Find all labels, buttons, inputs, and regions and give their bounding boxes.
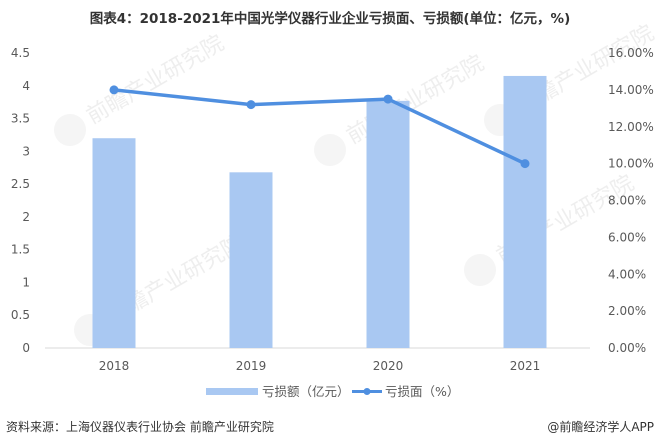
legend-line-label: 亏损面（%）	[385, 384, 459, 399]
left-axis-tick: 0	[22, 341, 30, 355]
right-axis-tick: 0.00%	[608, 341, 646, 355]
credit-note: @前瞻经济学人APP	[547, 420, 654, 434]
line-series	[109, 85, 530, 169]
left-axis-tick: 4.5	[11, 46, 30, 60]
svg-text:前瞻产业研究院: 前瞻产业研究院	[83, 31, 229, 130]
right-axis-tick: 6.00%	[608, 230, 646, 244]
x-axis-tick: 2020	[373, 359, 404, 373]
right-axis-tick: 12.00%	[608, 120, 654, 134]
bar	[92, 138, 136, 348]
right-axis-tick: 2.00%	[608, 304, 646, 318]
right-axis-tick: 10.00%	[608, 157, 654, 171]
bar	[503, 75, 547, 348]
line-marker	[383, 94, 393, 104]
legend-bar-swatch	[206, 388, 258, 395]
left-axis-tick: 1	[22, 275, 30, 289]
bar	[366, 100, 410, 348]
right-axis-tick: 14.00%	[608, 83, 654, 97]
legend-bar-label: 亏损额（亿元）	[262, 384, 350, 399]
x-axis-tick: 2018	[99, 359, 130, 373]
bar	[229, 172, 273, 348]
x-axis-tick: 2021	[510, 359, 541, 373]
legend: 亏损额（亿元） 亏损面（%）	[206, 384, 459, 399]
x-axis-tick: 2019	[236, 359, 267, 373]
left-axis-tick: 0.5	[11, 308, 30, 322]
line-path	[113, 88, 526, 166]
legend-line-marker	[363, 388, 371, 395]
line-marker	[109, 85, 119, 95]
right-axis-tick: 8.00%	[608, 194, 646, 208]
right-axis: 0.00% 2.00% 4.00% 6.00% 8.00% 10.00% 12.00% 14.…	[608, 46, 654, 355]
left-axis: 0 0.5 1 1.5 2 2.5 3 3.5 4 4.5	[11, 46, 30, 355]
bar-series	[92, 75, 547, 348]
chart-title: 图表4：2018-2021年中国光学仪器行业企业亏损面、亏损额(单位：亿元，%)	[89, 11, 571, 27]
left-axis-tick: 4	[22, 79, 30, 93]
left-axis-tick: 3.5	[11, 112, 30, 126]
left-axis-tick: 2	[22, 210, 30, 224]
watermark: 前瞻产业研究院	[54, 31, 229, 146]
x-axis-labels: 2018 2019 2020 2021	[99, 359, 541, 373]
right-axis-tick: 4.00%	[608, 267, 646, 281]
source-note: 资料来源：上海仪器仪表行业协会 前瞻产业研究院	[6, 420, 274, 434]
line-marker	[520, 159, 530, 169]
left-axis-tick: 2.5	[11, 177, 30, 191]
line-marker	[246, 100, 256, 110]
left-axis-tick: 1.5	[11, 243, 30, 257]
right-axis-tick: 16.00%	[608, 46, 654, 60]
left-axis-tick: 3	[22, 144, 30, 158]
